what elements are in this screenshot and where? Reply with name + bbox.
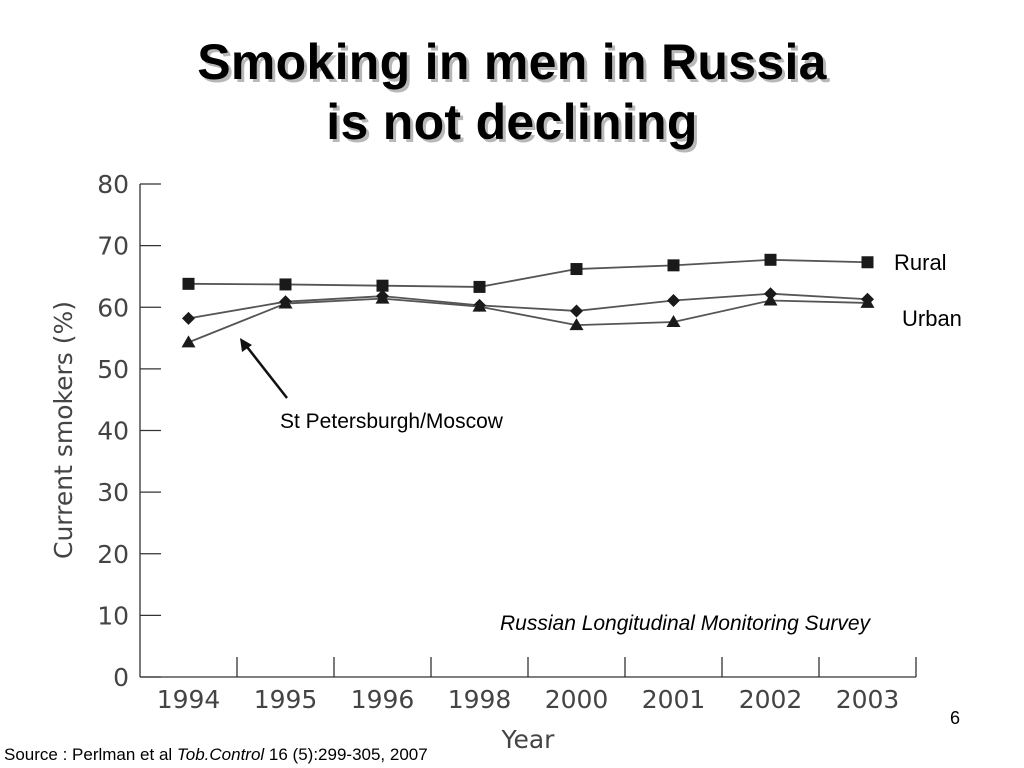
series-square [182,253,874,293]
data-point-square [376,279,389,292]
x-tick-label: 1996 [351,685,415,714]
y-axis-title: Current smokers (%) [49,301,78,559]
annotation-arrow-head [240,338,252,352]
y-tick-label: 70 [97,232,129,261]
slide-title: Smoking in men in Russia is not declinin… [0,32,1024,152]
data-point-square [279,278,292,291]
series-line [188,297,868,344]
slide-title-line-1: Smoking in men in Russia [197,34,827,90]
data-point-diamond [667,293,680,307]
x-tick-label: 1995 [254,685,318,714]
data-point-triangle [860,295,875,308]
x-tick-label: 2001 [642,685,706,714]
y-tick-label: 10 [97,601,129,630]
data-point-triangle [278,296,293,309]
y-tick-label: 30 [97,478,129,507]
data-point-square [667,259,680,272]
source-journal: Tob.Control [176,745,265,764]
data-point-diamond [182,311,195,325]
data-point-square [182,277,195,290]
x-tick-label: 1994 [157,685,221,714]
data-point-square [473,280,486,293]
series-label-urban: Urban [902,306,962,331]
y-tick-label: 20 [97,540,129,569]
source-citation: Source : Perlman et al Tob.Control 16 (5… [4,745,428,765]
data-point-square [570,263,583,276]
y-tick-label: 40 [97,417,129,446]
x-tick-label: 2003 [836,685,900,714]
data-point-triangle [666,315,681,328]
source-suffix: 16 (5):299-305, 2007 [264,745,428,764]
page-number: 6 [950,708,961,728]
slide-title-line-2: is not declining [326,94,698,150]
annotation-spb-moscow: St Petersburgh/Moscow [280,410,503,433]
series-line [188,292,868,320]
data-point-triangle [375,291,390,304]
y-tick-label: 60 [97,293,129,322]
data-point-triangle [569,318,584,331]
data-point-diamond [570,304,583,318]
y-tick-label: 0 [113,663,129,692]
data-point-square [764,253,777,266]
x-axis-title: Year [501,725,556,754]
survey-note: Russian Longitudinal Monitoring Survey [500,612,871,635]
data-point-triangle [472,299,487,312]
series-label-rural: Rural [894,250,947,275]
series-line [188,258,868,288]
source-prefix: Source : Perlman et al [4,745,177,764]
x-tick-label: 2000 [545,685,609,714]
y-tick-label: 50 [97,355,129,384]
data-point-triangle [181,335,196,348]
data-point-square [861,256,874,269]
data-point-triangle [763,293,778,306]
annotation-arrow-line [243,342,288,399]
x-tick-label: 1998 [448,685,512,714]
x-tick-label: 2002 [739,685,803,714]
series-triangle [181,291,875,348]
y-tick-label: 80 [97,170,129,199]
